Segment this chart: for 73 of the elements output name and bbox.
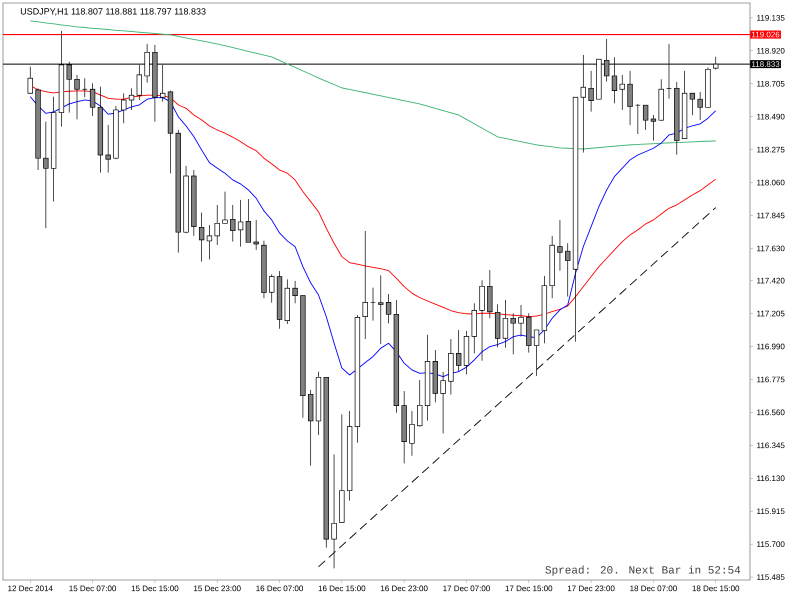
- candlestick: [386, 294, 392, 324]
- y-tick-label: 115.915: [757, 508, 785, 514]
- y-tick-label: 116.560: [757, 410, 785, 416]
- y-tick-label: 117.845: [757, 212, 785, 218]
- x-tick-label: 15 Dec 23:00: [194, 586, 241, 592]
- x-tick-label: 16 Dec 23:00: [380, 586, 428, 592]
- candlestick: [253, 220, 259, 250]
- chart-title: USDJPY,H1 118.807 118.881 118.797 118.833: [20, 8, 206, 16]
- x-tick-label: 18 Dec 15:00: [692, 586, 740, 592]
- candlestick: [269, 274, 274, 304]
- x-tick-label: 17 Dec 07:00: [443, 586, 490, 592]
- y-tick-label: 116.130: [757, 475, 785, 482]
- candlestick: [128, 88, 134, 110]
- candlestick: [90, 82, 96, 116]
- candlestick: [417, 380, 422, 427]
- y-tick-label: 118.705: [757, 80, 785, 87]
- candlestick: [28, 66, 33, 94]
- y-tick-label: 116.775: [757, 376, 785, 382]
- annotation: Spread: 20. Next Bar in 52:54: [545, 566, 740, 576]
- x-tick-label: 15 Dec 07:00: [69, 586, 116, 592]
- y-tick-label: 118.060: [757, 180, 785, 186]
- candlestick: [362, 230, 368, 340]
- x-tick-label: 18 Dec 07:00: [630, 586, 677, 592]
- y-tick-label: 116.345: [757, 442, 785, 448]
- candlestick: [370, 287, 376, 321]
- candlestick: [518, 304, 524, 337]
- candlestick: [440, 372, 446, 434]
- candlestick: [206, 224, 212, 260]
- y-tick-label: 118.920: [757, 48, 785, 54]
- candlestick: [409, 410, 415, 456]
- candlestick: [565, 242, 570, 297]
- candlestick: [378, 274, 384, 344]
- candlestick: [198, 212, 204, 262]
- y-tick-label: 116.990: [757, 344, 785, 350]
- candlestick: [502, 300, 508, 348]
- candlestick: [627, 70, 633, 126]
- y-tick-label: 118.490: [757, 114, 785, 120]
- candlestick: [697, 92, 703, 120]
- candlestick: [588, 70, 594, 112]
- y-tick-label: 119.135: [757, 15, 785, 21]
- y-tick-label: 117.630: [757, 246, 785, 252]
- y-tick-label: 117.420: [757, 278, 785, 284]
- y-tick-label: 117.205: [757, 310, 785, 316]
- y-tick-label: 115.485: [757, 574, 785, 580]
- candlestick: [43, 121, 49, 229]
- candlestick: [74, 74, 80, 120]
- x-tick-label: 16 Dec 15:00: [318, 586, 366, 592]
- candlestick: [105, 124, 111, 173]
- candlestick: [238, 200, 244, 247]
- x-tick-label: 16 Dec 07:00: [256, 586, 303, 592]
- candlestick: [510, 312, 516, 355]
- y-tick-label: 118.275: [757, 146, 785, 152]
- candlestick: [292, 280, 298, 304]
- x-tick-label: 15 Dec 15:00: [132, 586, 178, 592]
- x-tick-label: 17 Dec 15:00: [506, 586, 552, 592]
- candlestick: [642, 104, 648, 130]
- candlestick: [534, 330, 540, 376]
- x-tick-label: 17 Dec 23:00: [568, 586, 615, 592]
- y-tick-label: 115.700: [757, 541, 785, 547]
- candlestick: [690, 92, 696, 116]
- candlestick: [456, 330, 462, 372]
- ref-line-label: 118.833: [752, 61, 780, 67]
- candlestick: [246, 198, 252, 243]
- candlestick: [620, 74, 625, 110]
- candlestick: [222, 191, 228, 224]
- candlestick: [214, 204, 220, 246]
- candlestick: [635, 104, 641, 134]
- candlestick: [650, 114, 656, 141]
- candlestick: [230, 204, 236, 242]
- candlestick: [121, 92, 126, 124]
- candlestick: [82, 78, 88, 98]
- ref-line-label: 119.026: [752, 32, 780, 38]
- x-tick-label: 12 Dec 2014: [8, 586, 53, 592]
